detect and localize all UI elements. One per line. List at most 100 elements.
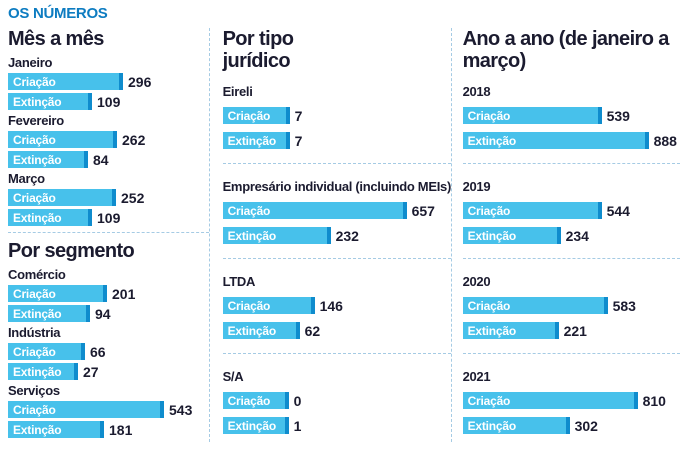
bar-label-extincao: Extinção	[227, 323, 277, 338]
bar-row-criacao: Criação 543	[8, 401, 209, 418]
bar-extincao: Extinção	[8, 151, 88, 168]
bar-row-extincao: Extinção 109	[8, 93, 209, 110]
bar-value-criacao: 146	[319, 297, 343, 314]
bar-label-criacao: Criação	[467, 298, 511, 313]
bar-label-criacao: Criação	[13, 74, 56, 89]
dashed-separator	[222, 258, 451, 259]
bar-extincao: Extinção	[8, 305, 90, 322]
bar-label-extincao: Extinção	[13, 152, 62, 167]
bar-row-criacao: Criação 296	[8, 73, 209, 90]
bar-value-criacao: 539	[606, 107, 630, 124]
bar-extincao: Extinção	[8, 209, 92, 226]
group-label: LTDA	[222, 274, 256, 289]
bar-value-criacao: 0	[293, 392, 302, 409]
bar-label-extincao: Extinção	[13, 306, 62, 321]
bar-row-extincao: Extinção 94	[8, 305, 209, 322]
group-label: Fevereiro	[8, 113, 64, 128]
column-ano-a-ano: Ano a ano (de janeiro a março) 2018 Criaçã…	[450, 28, 680, 442]
bar-extincao: Extinção	[462, 132, 649, 149]
bar-value-extincao: 94	[95, 305, 111, 322]
bar-label-extincao: Extinção	[467, 323, 517, 338]
bar-label-criacao: Criação	[13, 132, 56, 147]
dashed-separator	[222, 353, 451, 354]
bar-criacao: Criação	[462, 392, 638, 409]
group-label: 2020	[462, 274, 491, 289]
bar-row-extincao: Extinção 1	[222, 417, 451, 434]
section-heading: Por segmento	[8, 240, 135, 262]
bar-extincao: Extinção	[462, 227, 561, 244]
bar-row-extincao: Extinção 27	[8, 363, 209, 380]
bar-label-extincao: Extinção	[13, 364, 62, 379]
bar-row-criacao: Criação 252	[8, 189, 209, 206]
section-heading: Por tipo jurídico	[222, 28, 294, 72]
bar-label-criacao: Criação	[227, 203, 271, 218]
bar-label-criacao: Criação	[13, 402, 56, 417]
bar-value-extincao: 888	[653, 132, 677, 149]
bar-label-criacao: Criação	[13, 344, 56, 359]
bar-row-extincao: Extinção 181	[8, 421, 209, 438]
bar-value-extincao: 221	[563, 322, 587, 339]
column-mes-e-segmento: Mês a mês Janeiro Criação 296 Extinção 109 Fev…	[8, 28, 209, 442]
dashed-separator	[462, 163, 680, 164]
group-label: Empresário individual (incluindo MEIs)	[222, 179, 452, 194]
bar-value-criacao: 810	[642, 392, 666, 409]
group-label: 2018	[462, 84, 491, 99]
bar-label-extincao: Extinção	[13, 422, 62, 437]
group-label: Março	[8, 171, 45, 186]
bar-row-extincao: Extinção 7	[222, 132, 451, 149]
bar-label-extincao: Extinção	[467, 133, 517, 148]
bar-criacao: Criação	[462, 107, 602, 124]
bar-extincao: Extinção	[222, 132, 290, 149]
columns: Mês a mês Janeiro Criação 296 Extinção 109 Fev…	[8, 28, 680, 442]
bar-criacao: Criação	[462, 297, 608, 314]
bar-value-extincao: 232	[335, 227, 359, 244]
bar-criacao: Criação	[222, 392, 289, 409]
bar-extincao: Extinção	[8, 363, 78, 380]
bar-row-extincao: Extinção 302	[462, 417, 680, 434]
bar-value-extincao: 27	[83, 363, 99, 380]
group-label: Comércio	[8, 267, 66, 282]
bar-row-criacao: Criação 66	[8, 343, 209, 360]
bar-value-extincao: 302	[574, 417, 598, 434]
bar-row-criacao: Criação 0	[222, 392, 451, 409]
bar-value-criacao: 657	[411, 202, 435, 219]
bar-criacao: Criação	[222, 107, 290, 124]
bar-value-extincao: 62	[304, 322, 321, 339]
bar-value-criacao: 543	[169, 401, 193, 418]
bar-extincao: Extinção	[8, 421, 104, 438]
bar-extincao: Extinção	[462, 322, 559, 339]
bar-criacao: Criação	[462, 202, 602, 219]
bar-extincao: Extinção	[8, 93, 92, 110]
section-heading: Ano a ano (de janeiro a março)	[462, 28, 670, 72]
bar-row-extincao: Extinção 62	[222, 322, 451, 339]
bar-extincao: Extinção	[222, 417, 289, 434]
column-por-tipo-juridico: Por tipo jurídico Eireli Criação 7 Extinção 7…	[208, 28, 452, 442]
group-label: Janeiro	[8, 55, 53, 70]
bar-row-criacao: Criação 544	[462, 202, 680, 219]
bar-row-extincao: Extinção 234	[462, 227, 680, 244]
bar-label-criacao: Criação	[467, 393, 511, 408]
bar-criacao: Criação	[222, 297, 315, 314]
bar-row-criacao: Criação 262	[8, 131, 209, 148]
bar-label-criacao: Criação	[227, 298, 271, 313]
group-label: S/A	[222, 369, 244, 384]
bar-row-extincao: Extinção 888	[462, 132, 680, 149]
bar-row-extincao: Extinção 84	[8, 151, 209, 168]
dashed-separator	[222, 163, 451, 164]
bar-value-extincao: 84	[93, 151, 109, 168]
bar-value-extincao: 109	[97, 93, 121, 110]
bar-extincao: Extinção	[222, 227, 331, 244]
bar-value-criacao: 201	[112, 285, 136, 302]
bar-value-extincao: 1	[293, 417, 302, 434]
bar-row-criacao: Criação 583	[462, 297, 680, 314]
bar-value-extincao: 7	[294, 132, 303, 149]
bar-criacao: Criação	[8, 343, 85, 360]
bar-value-extincao: 234	[565, 227, 589, 244]
bar-label-criacao: Criação	[227, 108, 271, 123]
dashed-separator	[462, 353, 680, 354]
section-heading: Mês a mês	[8, 28, 104, 50]
bar-row-extincao: Extinção 109	[8, 209, 209, 226]
bar-value-criacao: 252	[121, 189, 145, 206]
bar-row-criacao: Criação 7	[222, 107, 451, 124]
bar-value-criacao: 296	[128, 73, 152, 90]
